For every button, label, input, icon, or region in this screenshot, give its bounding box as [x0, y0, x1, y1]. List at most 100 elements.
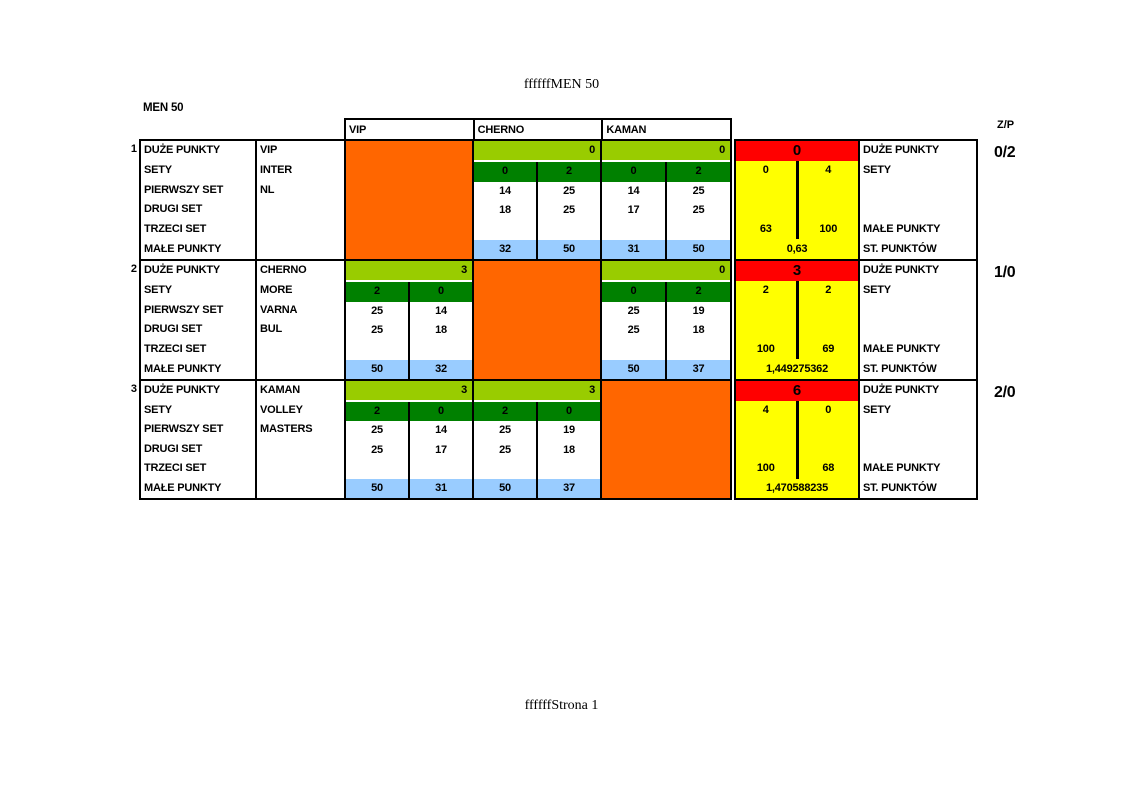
small-points: 50	[371, 481, 383, 494]
row-label: DRUGI SET	[144, 442, 203, 455]
match-set-count: 2	[665, 282, 730, 302]
set-score	[665, 340, 730, 360]
summary-empty-row	[736, 200, 858, 220]
row-label: SETY	[144, 164, 172, 176]
match-set-count: 0	[630, 285, 637, 298]
match-set-score-row: 25 14	[346, 301, 472, 321]
match-small-points-row: 50 31	[346, 478, 472, 498]
right-labels-cell: DUŻE PUNKTY SETY MAŁE PUNKTY ST. PUNKTÓW	[858, 379, 978, 500]
summary-small-points: 100	[795, 219, 859, 240]
match-set-score-row: 25 14	[346, 421, 472, 441]
team-name	[257, 440, 344, 460]
match-result-cell: 0 0 2 14 25 18 25 32 50	[472, 139, 602, 261]
match-set-count: 0	[630, 165, 637, 178]
team-name: MASTERS	[260, 423, 313, 436]
set-score: 25	[499, 443, 511, 456]
right-label: MAŁE PUNKTY	[863, 462, 941, 475]
summary-empty	[795, 320, 859, 340]
team-name: VOLLEY	[260, 403, 303, 416]
summary-empty-row	[736, 420, 858, 440]
team-name	[257, 220, 344, 240]
opponent-header-kaman: KAMAN	[606, 123, 647, 136]
set-score	[665, 220, 730, 240]
match-set-score-row	[474, 459, 600, 479]
team-names-cell: VIP INTER NL	[255, 139, 346, 261]
set-score: 17	[408, 440, 472, 460]
match-set-score-row: 17 25	[602, 200, 730, 221]
summary-set-count: 0	[762, 164, 769, 176]
set-score: 25	[371, 324, 383, 337]
summary-empty-row	[736, 180, 859, 201]
match-set-score-row: 25 19	[474, 421, 600, 441]
match-self-cell	[344, 139, 474, 261]
summary-empty-row	[736, 439, 858, 460]
row-labels-cell: DUŻE PUNKTY SETY PIERWSZY SET DRUGI SET TRZE…	[139, 259, 257, 381]
row-label: PIERWSZY SET	[144, 303, 224, 316]
summary-st-points-row: 1,449275362	[736, 359, 858, 379]
summary-empty	[736, 180, 796, 200]
right-label	[860, 420, 976, 440]
match-set-score-row: 14 25	[602, 181, 730, 201]
match-set-score-row	[346, 459, 472, 479]
summary-set-count: 4	[795, 160, 859, 181]
match-result-cell: 3 2 0 25 19 25 18 50 37	[472, 379, 602, 500]
right-label: ST. PUNKTÓW	[863, 481, 937, 494]
right-labels-cell: DUŻE PUNKTY SETY MAŁE PUNKTY ST. PUNKTÓW	[858, 139, 978, 261]
match-set-count: 2	[502, 405, 508, 418]
summary-big-points: 6	[736, 381, 858, 401]
summary-empty	[736, 440, 796, 460]
match-set-score-row: 18 25	[474, 200, 600, 221]
set-score: 25	[536, 200, 600, 221]
summary-st-points-row: 0,63	[736, 239, 858, 259]
row-label: DUŻE PUNKTY	[144, 264, 221, 277]
summary-empty	[736, 300, 796, 320]
right-label	[860, 320, 976, 340]
summary-st-points-row: 1,470588235	[736, 478, 858, 498]
small-points: 50	[536, 239, 600, 259]
small-points: 50	[627, 362, 640, 375]
right-label: DUŻE PUNKTY	[863, 384, 940, 397]
row-label: DRUGI SET	[144, 203, 203, 216]
row-label: MAŁE PUNKTY	[144, 362, 222, 375]
row-label: TRZECI SET	[144, 223, 207, 236]
team-name: INTER	[260, 164, 293, 176]
match-set-score-row	[602, 340, 730, 360]
team-name	[257, 200, 344, 220]
summary-small-points: 100	[756, 343, 775, 356]
row-labels-cell: DUŻE PUNKTY SETY PIERWSZY SET DRUGI SET TRZE…	[139, 379, 257, 500]
zp-value: 2/0	[994, 384, 1016, 401]
row-number: 3	[130, 383, 137, 395]
row-label: PIERWSZY SET	[144, 423, 224, 436]
set-score: 14	[408, 301, 472, 321]
team-name	[257, 359, 344, 379]
set-score	[474, 460, 536, 479]
set-score: 18	[536, 440, 600, 460]
set-score: 25	[627, 324, 640, 337]
set-score: 25	[371, 304, 383, 317]
team-names-cell: CHERNO MORE VARNA BUL	[255, 259, 346, 381]
summary-cell: 3 2 2 100 69 1,449275362	[734, 259, 860, 381]
small-points: 50	[371, 362, 383, 375]
match-small-points-row: 32 50	[474, 239, 600, 259]
match-small-points-row: 50 32	[346, 359, 472, 379]
summary-big-points: 0	[736, 141, 858, 161]
team-name: KAMAN	[260, 384, 300, 397]
match-big-points: 3	[346, 381, 472, 401]
match-big-points: 0	[602, 261, 730, 281]
opponent-header-cherno: CHERNO	[475, 120, 604, 139]
set-score	[536, 459, 600, 479]
set-score	[474, 220, 536, 239]
summary-empty	[795, 180, 859, 201]
match-set-score-row	[474, 220, 600, 240]
summary-cell: 0 0 4 63 100 0,63	[734, 139, 860, 261]
team-name: VARNA	[260, 303, 298, 316]
match-set-score-row	[346, 340, 472, 360]
right-label: DUŻE PUNKTY	[863, 264, 940, 277]
page-header-title: ffffffMEN 50	[523, 77, 600, 92]
row-label: SETY	[144, 284, 172, 296]
team-name: VIP	[260, 144, 278, 157]
set-score: 25	[371, 424, 383, 437]
